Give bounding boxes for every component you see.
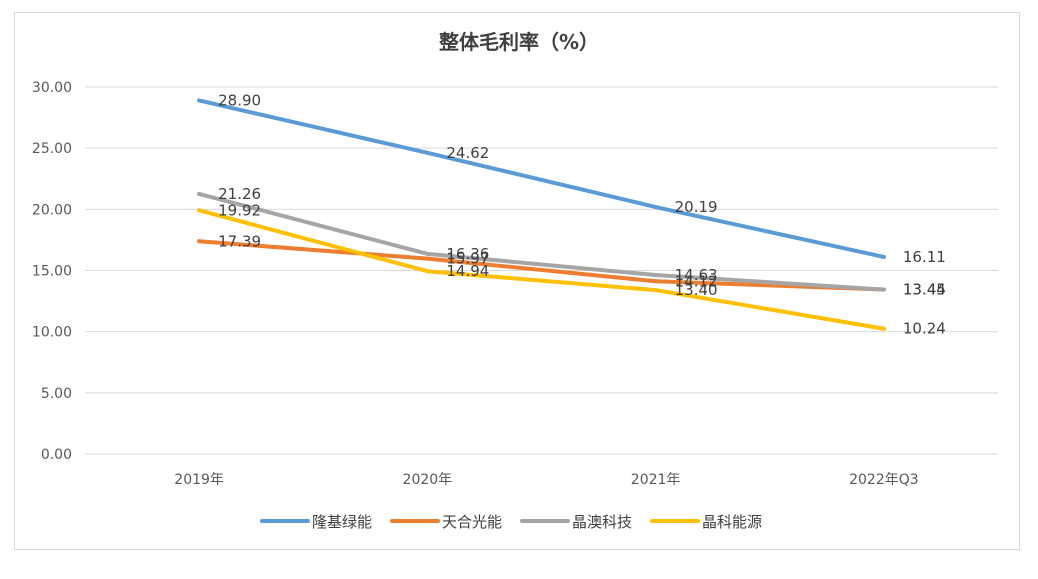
- data-label: 28.90: [218, 91, 261, 109]
- data-label: 15.97: [446, 250, 489, 268]
- legend-label: 天合光能: [442, 513, 502, 531]
- data-point: [197, 98, 202, 103]
- data-label: 13.44: [903, 281, 946, 299]
- data-label: 21.26: [218, 185, 261, 203]
- data-point: [653, 273, 658, 278]
- series-line: [197, 191, 886, 292]
- data-label: 20.19: [675, 198, 718, 216]
- data-point: [881, 254, 886, 259]
- legend-label: 晶科能源: [702, 513, 762, 531]
- data-point: [881, 287, 886, 292]
- data-label: 16.11: [903, 248, 946, 266]
- series-line: [197, 98, 886, 259]
- data-point: [197, 208, 202, 213]
- legend-label: 隆基绿能: [312, 513, 372, 531]
- data-point: [425, 150, 430, 155]
- data-label: 14.63: [675, 266, 718, 284]
- data-label: 17.39: [218, 232, 261, 250]
- y-tick-label: 15.00: [32, 264, 72, 280]
- series-line: [197, 239, 886, 292]
- data-point: [653, 205, 658, 210]
- data-label: 13.40: [675, 281, 718, 299]
- legend-label: 晶澳科技: [572, 513, 632, 531]
- data-label: 24.62: [446, 144, 489, 162]
- data-label: 14.94: [446, 262, 489, 280]
- chart-title: 整体毛利率（%）: [438, 30, 599, 54]
- data-point: [197, 191, 202, 196]
- chart-frame: [14, 12, 1020, 550]
- data-point: [653, 288, 658, 293]
- series-line: [197, 208, 886, 331]
- y-tick-label: 30.00: [32, 80, 72, 96]
- data-point: [425, 251, 430, 256]
- data-point: [197, 239, 202, 244]
- y-tick-label: 25.00: [32, 141, 72, 157]
- x-tick-label: 2022年Q3: [849, 472, 919, 488]
- data-label: 13.45: [903, 280, 946, 298]
- data-point: [425, 269, 430, 274]
- data-point: [881, 326, 886, 331]
- data-label: 16.36: [446, 245, 489, 263]
- data-label: 14.12: [675, 272, 718, 290]
- y-tick-label: 10.00: [32, 325, 72, 341]
- y-tick-label: 5.00: [41, 386, 72, 402]
- x-tick-label: 2019年: [174, 472, 224, 488]
- data-label: 10.24: [903, 320, 946, 338]
- y-tick-label: 20.00: [32, 202, 72, 218]
- x-tick-label: 2021年: [631, 472, 681, 488]
- data-point: [653, 279, 658, 284]
- data-label: 19.92: [218, 201, 261, 219]
- x-tick-label: 2020年: [403, 472, 453, 488]
- y-tick-label: 0.00: [41, 447, 72, 463]
- data-point: [425, 256, 430, 261]
